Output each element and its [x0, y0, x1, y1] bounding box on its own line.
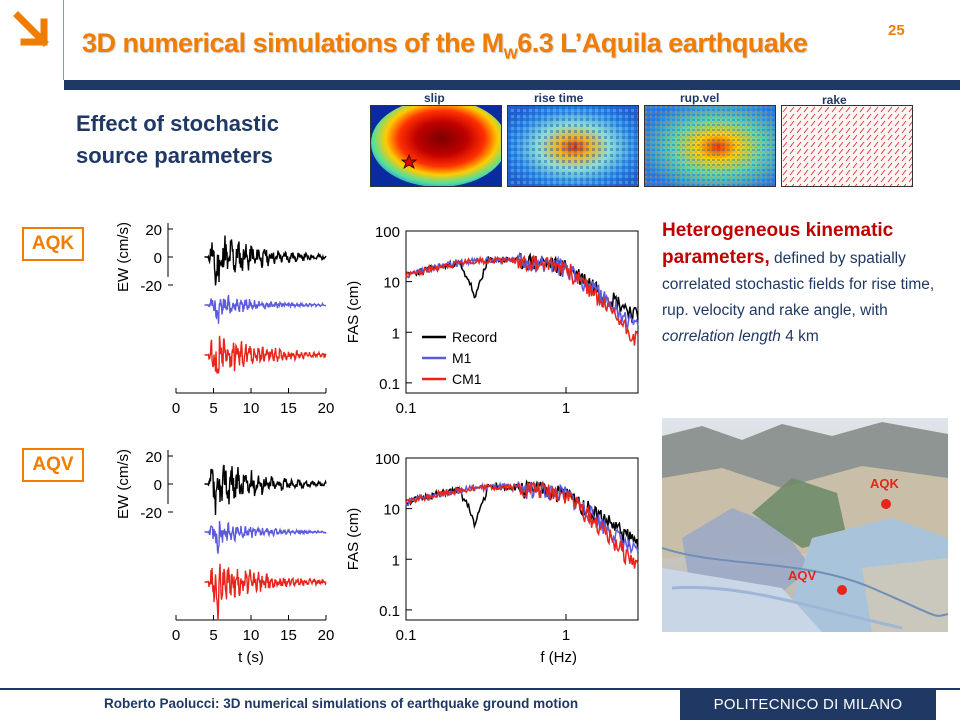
legend-label-2: CM1 — [452, 371, 482, 387]
y-tick-label: 100 — [375, 451, 400, 468]
x-tick-label: 5 — [209, 627, 217, 644]
slip-field-image — [370, 105, 502, 187]
y-tick-label: 10 — [383, 275, 400, 292]
plot-frame — [405, 230, 639, 394]
y-tick-label: 1 — [392, 552, 400, 569]
description-text: Heterogeneous kinematic parameters, defi… — [662, 218, 947, 350]
series-spectrum-2 — [405, 481, 639, 569]
y-tick-label: 1 — [392, 325, 400, 342]
y-tick-label: 100 — [375, 224, 400, 241]
rise-time-field-image — [507, 105, 639, 187]
page-title: 3D numerical simulations of the MW6.3 L’… — [82, 28, 808, 63]
field-label-rake: rake — [822, 93, 847, 107]
footer-institution: POLITECNICO DI MILANO — [680, 690, 936, 720]
y-axis-label: FAS (cm) — [345, 281, 362, 344]
rupture-velocity-field-image — [644, 105, 776, 187]
aqv-marker-icon — [837, 585, 847, 595]
y-tick-label: 20 — [145, 449, 162, 466]
rake-field-image — [781, 105, 913, 187]
description-part-2: 4 km — [780, 328, 819, 345]
hypocenter-star-icon — [400, 153, 418, 169]
plot-frame — [405, 457, 639, 621]
series-trace-0 — [204, 464, 327, 516]
y-tick-label: 10 — [383, 502, 400, 519]
footer-rule — [0, 688, 960, 690]
footer-author: Roberto Paolucci: 3D numerical simulatio… — [104, 696, 579, 711]
series-trace-1 — [204, 520, 327, 554]
station-tag-aqv: AQV — [22, 448, 84, 482]
x-axis-label: t (s) — [238, 649, 264, 666]
legend-label-0: Record — [452, 329, 497, 345]
x-tick-label: 0.1 — [396, 627, 417, 644]
series-trace-1 — [204, 294, 327, 324]
y-axis-label: EW (cm/s) — [115, 449, 132, 519]
aqk-velocity-plot: 20 0 -20 EW (cm/s) 0 5 10 15 20 — [115, 222, 335, 417]
series-trace-2 — [204, 335, 327, 374]
subtitle-line-2: source parameters — [76, 143, 273, 168]
y-axis-label: EW (cm/s) — [115, 222, 132, 292]
y-tick-label: 0 — [154, 250, 162, 267]
x-tick-label: 15 — [280, 400, 297, 417]
arrow-down-right-icon — [13, 11, 49, 47]
description-italic: correlation length — [662, 328, 781, 345]
aqk-marker-icon — [881, 499, 891, 509]
x-tick-label: 15 — [280, 627, 297, 644]
map-label-aqv: AQV — [788, 568, 817, 583]
x-tick-label: 20 — [318, 627, 335, 644]
aqv-spectrum-plot: 100 10 1 0.1 0.1 1 FAS (cm) f (Hz) — [345, 451, 639, 666]
series-trace-0 — [204, 235, 327, 286]
description-part-1: defined by spatially correlated stochast… — [662, 250, 935, 319]
y-tick-label: 20 — [145, 222, 162, 239]
y-tick-label: 0 — [154, 477, 162, 494]
x-tick-label: 10 — [243, 400, 260, 417]
x-tick-label: 10 — [243, 627, 260, 644]
field-label-rup-vel: rup.vel — [680, 91, 720, 105]
field-label-rise-time: rise time — [534, 91, 584, 105]
series-spectrum-2 — [405, 254, 639, 346]
field-label-slip: slip — [424, 91, 445, 105]
x-tick-label: 5 — [209, 400, 217, 417]
x-axis-label: f (Hz) — [540, 649, 577, 666]
y-tick-label: 0.1 — [379, 376, 400, 393]
series-trace-2 — [204, 563, 327, 621]
y-axis-label: FAS (cm) — [345, 508, 362, 571]
geological-3d-map: AQK AQV — [662, 418, 948, 632]
y-tick-label: 0.1 — [379, 603, 400, 620]
x-tick-label: 0 — [172, 627, 180, 644]
station-tag-aqk: AQK — [22, 227, 84, 261]
aqv-velocity-plot: 20 0 -20 EW (cm/s) 0 5 10 15 20 t (s) — [115, 449, 335, 666]
x-tick-label: 0.1 — [396, 400, 417, 417]
subtitle-line-1: Effect of stochastic — [76, 111, 279, 136]
x-tick-label: 1 — [562, 627, 570, 644]
description-highlight: Heterogeneous kinematic parameters, — [662, 220, 894, 268]
title-rule-gap — [0, 80, 64, 90]
section-subtitle: Effect of stochastic source parameters — [76, 108, 346, 172]
y-tick-label: -20 — [140, 505, 162, 522]
x-tick-label: 0 — [172, 400, 180, 417]
x-tick-label: 20 — [318, 400, 335, 417]
x-tick-label: 1 — [562, 400, 570, 417]
y-tick-label: -20 — [140, 278, 162, 295]
logo — [0, 0, 64, 80]
map-label-aqk: AQK — [870, 476, 899, 491]
aqk-spectrum-plot: 100 10 1 0.1 0.1 1 FAS (cm) Record M1 CM1 — [345, 224, 639, 417]
title-rule — [0, 80, 960, 90]
legend-label-1: M1 — [452, 350, 472, 366]
slide-number: 25 — [888, 22, 905, 39]
